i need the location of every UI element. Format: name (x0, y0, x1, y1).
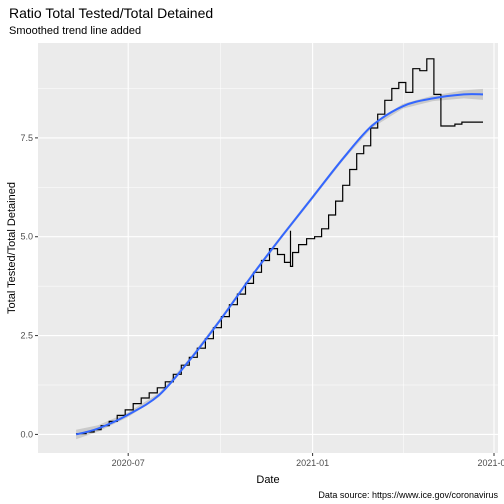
step-series-line (76, 58, 483, 435)
x-tick-label: 2021-01 (296, 458, 329, 468)
smoothed-trend-line (75, 93, 484, 436)
x-axis-title: Date (256, 474, 279, 486)
x-tick-label: 2021-07 (477, 458, 504, 468)
chart-subtitle: Smoothed trend line added (9, 25, 141, 37)
data-source-caption: Data source: https://www.ice.gov/coronav… (318, 490, 498, 500)
y-tick-label: 0.0 (20, 429, 33, 439)
y-tick-label: 5.0 (20, 232, 33, 242)
plot-panel (38, 43, 498, 453)
y-axis-title: Total Tested/Total Detained (6, 182, 18, 314)
grid-minor (35, 43, 498, 453)
grid-major (38, 43, 498, 453)
series-layer (75, 58, 484, 436)
axis-ticks: 0.0 2.5 5.0 7.5 2020-07 2021-01 2021-07 (20, 133, 504, 468)
x-tick-label: 2020-07 (112, 458, 145, 468)
chart-title: Ratio Total Tested/Total Detained (9, 5, 213, 21)
y-tick-label: 7.5 (20, 133, 33, 143)
y-tick-label: 2.5 (20, 331, 33, 341)
